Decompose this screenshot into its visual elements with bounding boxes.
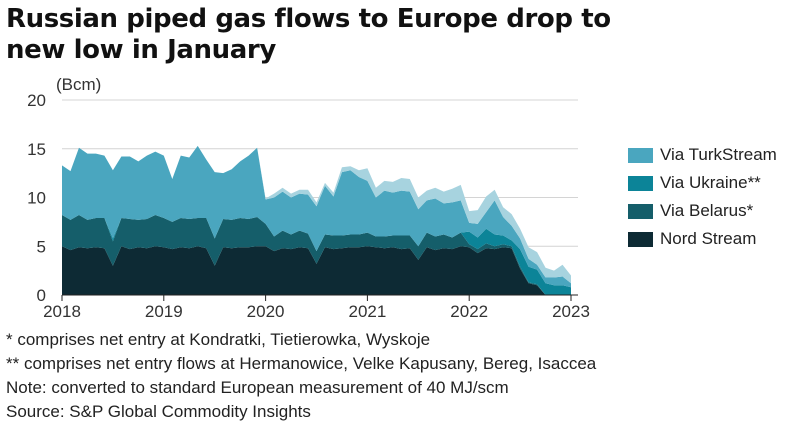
legend-item-ukraine: Via Ukraine** (628, 169, 777, 197)
legend-label-ukraine: Via Ukraine** (660, 173, 761, 192)
legend-label-nord-stream: Nord Stream (660, 229, 757, 248)
x-tick-label: 2023 (552, 302, 590, 321)
legend-swatch-ukraine (628, 175, 653, 191)
legend-swatch-nord-stream (628, 231, 653, 247)
stacked-areas (62, 145, 571, 295)
legend-swatch-belarus (628, 203, 653, 219)
x-tick-label: 2022 (450, 302, 488, 321)
legend-label-turkstream: Via TurkStream (660, 145, 777, 164)
area-series-via-turkstream (62, 145, 571, 288)
legend-item-belarus: Via Belarus* (628, 197, 777, 225)
y-tick-label: 20 (27, 91, 46, 110)
y-tick-label: 5 (37, 237, 46, 256)
legend-item-turkstream: Via TurkStream (628, 141, 777, 169)
area-series-nord-stream (62, 246, 571, 295)
x-tick-label: 2018 (43, 302, 81, 321)
y-tick-label: 10 (27, 189, 46, 208)
footnote-conversion: Note: converted to standard European mea… (6, 378, 509, 397)
area-series-via-belarus (62, 215, 571, 295)
y-tick-label: 0 (37, 286, 46, 305)
legend-label-belarus: Via Belarus* (660, 201, 754, 220)
legend-item-nord-stream: Nord Stream (628, 225, 777, 253)
x-tick-label: 2021 (348, 302, 386, 321)
legend-swatch-turkstream (628, 147, 653, 163)
chart-legend: Via TurkStream Via Ukraine** Via Belarus… (628, 141, 777, 253)
footnote-belarus: * comprises net entry at Kondratki, Tiet… (6, 330, 431, 349)
x-tick-label: 2019 (145, 302, 183, 321)
x-tick-label: 2020 (247, 302, 285, 321)
footnote-ukraine: ** comprises net entry flows at Hermanow… (6, 354, 597, 373)
y-axis-unit-label: (Bcm) (56, 75, 102, 94)
footnotes: * comprises net entry at Kondratki, Tiet… (6, 328, 596, 424)
footnote-source: Source: S&P Global Commodity Insights (6, 402, 311, 421)
chart-title: Russian piped gas flows to Europe drop t… (6, 4, 611, 65)
area-series-other (62, 145, 571, 284)
axes: 0 5 10 15 20 2018 2019 2020 2021 2022 2023 (27, 91, 590, 321)
y-tick-label: 15 (27, 140, 46, 159)
